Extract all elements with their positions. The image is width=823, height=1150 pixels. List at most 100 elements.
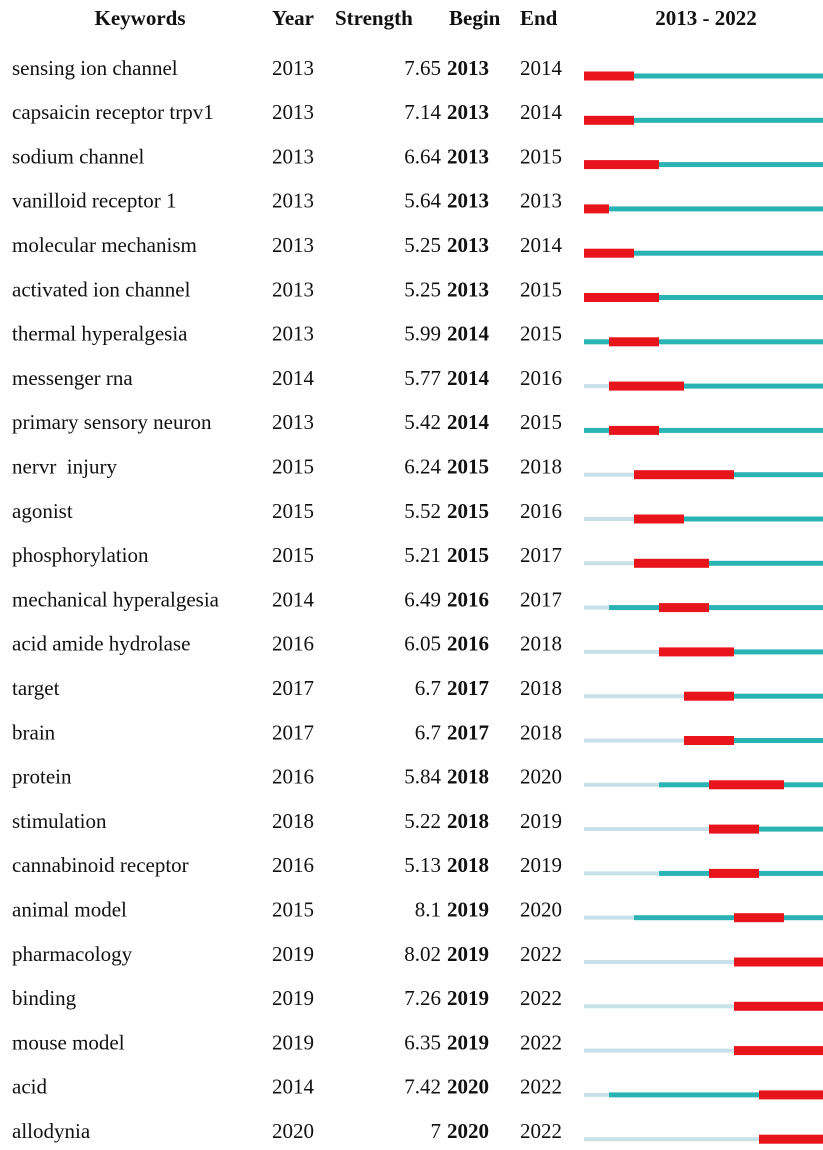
- header-keyword: Keywords: [95, 6, 186, 30]
- strength: 5.21: [404, 543, 441, 567]
- keyword: capsaicin receptor trpv1: [12, 100, 214, 124]
- keyword: nervr injury: [12, 455, 117, 479]
- year: 2014: [272, 1075, 315, 1099]
- end: 2014: [520, 56, 563, 80]
- burst: [634, 514, 684, 524]
- burst: [634, 558, 709, 568]
- year: 2016: [272, 853, 314, 877]
- year: 2013: [272, 144, 314, 168]
- begin: 2016: [447, 632, 489, 656]
- end: 2015: [520, 322, 562, 346]
- begin: 2019: [447, 942, 489, 966]
- burst: [659, 647, 734, 657]
- timeline-active: [659, 649, 823, 655]
- keyword: mechanical hyperalgesia: [12, 587, 220, 611]
- strength: 7.65: [404, 56, 441, 80]
- year: 2017: [272, 720, 314, 744]
- timeline-before: [584, 827, 709, 832]
- strength: 5.25: [404, 277, 441, 301]
- end: 2022: [520, 1030, 562, 1054]
- year: 2019: [272, 986, 314, 1010]
- keyword: sodium channel: [12, 144, 145, 168]
- begin: 2013: [447, 189, 489, 213]
- timeline-before: [584, 960, 734, 964]
- strength: 5.13: [404, 853, 441, 877]
- strength: 6.49: [404, 587, 441, 611]
- strength: 6.64: [404, 144, 441, 168]
- burst: [734, 1001, 823, 1011]
- strength: 5.99: [404, 322, 441, 346]
- timeline-active: [584, 295, 823, 300]
- year: 2013: [272, 410, 314, 434]
- strength: 5.84: [404, 765, 441, 789]
- begin: 2020: [447, 1119, 489, 1143]
- begin: 2013: [447, 277, 489, 301]
- timeline-before: [584, 1048, 734, 1053]
- keyword: cannabinoid receptor: [12, 853, 189, 877]
- begin: 2014: [447, 366, 490, 390]
- begin: 2018: [447, 765, 489, 789]
- timeline-active: [684, 738, 823, 743]
- timeline-before: [584, 871, 659, 876]
- timeline-active: [684, 693, 823, 699]
- end: 2013: [520, 189, 562, 213]
- end: 2018: [520, 676, 562, 700]
- keyword: mouse model: [12, 1030, 125, 1054]
- burst: [609, 337, 659, 347]
- header-strength: Strength: [335, 6, 413, 30]
- begin: 2018: [447, 809, 489, 833]
- keyword: brain: [12, 720, 56, 744]
- timeline-active: [634, 560, 823, 566]
- burst: [759, 1090, 823, 1100]
- burst: [584, 160, 659, 170]
- end: 2014: [520, 100, 563, 124]
- keyword: primary sensory neuron: [12, 410, 212, 434]
- keyword: molecular mechanism: [12, 233, 197, 257]
- end: 2017: [520, 587, 562, 611]
- burst: [684, 736, 734, 745]
- year: 2013: [272, 56, 314, 80]
- keyword: pharmacology: [12, 942, 133, 966]
- end: 2016: [520, 499, 562, 523]
- burst: [734, 957, 823, 967]
- timeline-active: [584, 117, 823, 123]
- timeline-active: [584, 339, 823, 345]
- strength: 5.77: [404, 366, 441, 390]
- strength: 5.25: [404, 233, 441, 257]
- strength: 6.24: [404, 455, 441, 479]
- timeline-active: [634, 915, 823, 921]
- year: 2013: [272, 100, 314, 124]
- keyword: protein: [12, 765, 72, 789]
- year: 2015: [272, 499, 314, 523]
- timeline-before: [584, 694, 684, 699]
- timeline-before: [584, 605, 609, 610]
- timeline-before: [584, 472, 634, 477]
- timeline-active: [709, 826, 823, 832]
- timeline-active: [609, 1092, 823, 1098]
- year: 2013: [272, 233, 314, 257]
- strength: 8.02: [404, 942, 441, 966]
- timeline-active: [584, 427, 823, 433]
- keyword: acid: [12, 1075, 47, 1099]
- begin: 2015: [447, 499, 489, 523]
- timeline-before: [584, 1004, 734, 1009]
- strength: 8.1: [415, 898, 441, 922]
- burst: [734, 1046, 823, 1056]
- begin: 2013: [447, 100, 489, 124]
- end: 2020: [520, 765, 562, 789]
- year: 2017: [272, 676, 314, 700]
- keyword: agonist: [12, 499, 73, 523]
- strength: 7: [431, 1119, 442, 1143]
- end: 2020: [520, 898, 562, 922]
- keyword: animal model: [12, 898, 127, 922]
- keyword: acid amide hydrolase: [12, 632, 190, 656]
- timeline-before: [584, 1137, 759, 1142]
- keyword: phosphorylation: [12, 543, 149, 567]
- end: 2022: [520, 1119, 562, 1143]
- year: 2019: [272, 942, 314, 966]
- strength: 5.42: [404, 410, 441, 434]
- timeline-active: [584, 73, 823, 79]
- timeline-active: [634, 516, 823, 522]
- year: 2019: [272, 1030, 314, 1054]
- end: 2018: [520, 720, 562, 744]
